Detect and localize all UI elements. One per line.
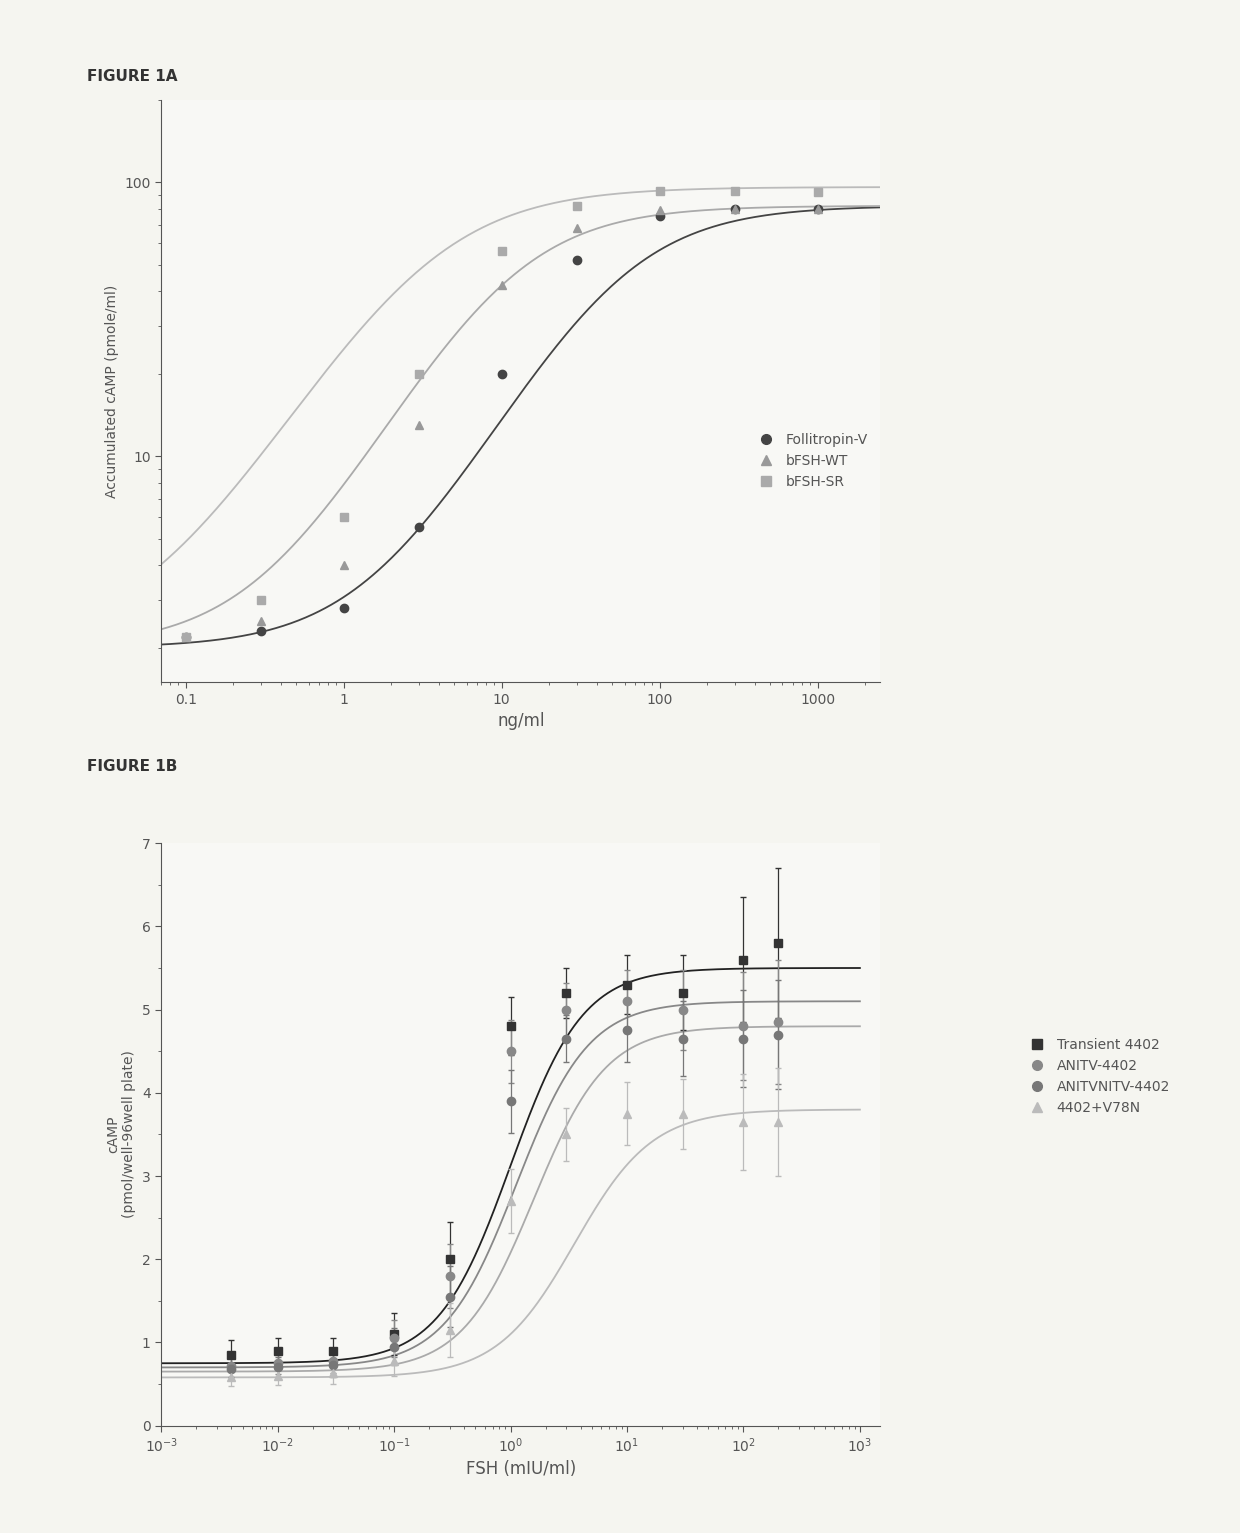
Y-axis label: Accumulated cAMP (pmole/ml): Accumulated cAMP (pmole/ml) (105, 284, 119, 498)
Legend: Follitropin-V, bFSH-WT, bFSH-SR: Follitropin-V, bFSH-WT, bFSH-SR (746, 428, 873, 494)
Text: FIGURE 1B: FIGURE 1B (87, 759, 177, 774)
Legend: Transient 4402, ANITV-4402, ANITVNITV-4402, 4402+V78N: Transient 4402, ANITV-4402, ANITVNITV-44… (1018, 1032, 1176, 1121)
Text: FIGURE 1A: FIGURE 1A (87, 69, 177, 84)
X-axis label: ng/ml: ng/ml (497, 713, 544, 730)
X-axis label: FSH (mIU/ml): FSH (mIU/ml) (466, 1461, 575, 1478)
Y-axis label: cAMP
(pmol/well-96well plate): cAMP (pmol/well-96well plate) (107, 1050, 136, 1219)
